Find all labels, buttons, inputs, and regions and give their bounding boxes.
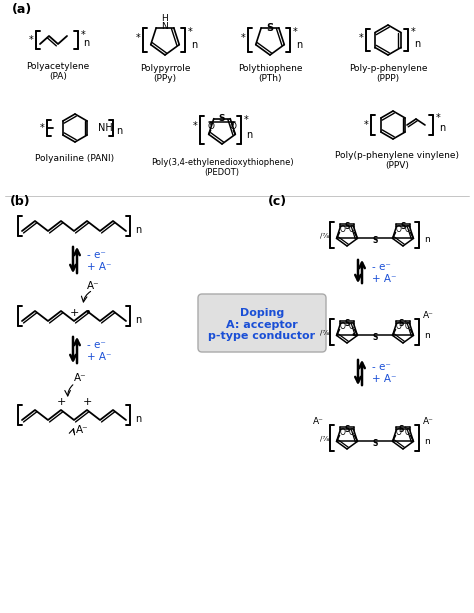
Text: A⁻: A⁻ — [73, 373, 86, 383]
Text: Polypyrrole
(PPy): Polypyrrole (PPy) — [140, 64, 190, 83]
Text: O: O — [396, 428, 401, 437]
Text: S: S — [344, 222, 350, 230]
Text: S⁺: S⁺ — [398, 425, 408, 433]
Text: H: H — [162, 14, 168, 23]
Text: +: + — [69, 308, 79, 318]
Text: O: O — [207, 122, 214, 131]
Text: *: * — [244, 115, 248, 125]
Text: ∕⅞: ∕⅞ — [320, 329, 329, 335]
Text: n: n — [135, 315, 141, 325]
Text: n: n — [246, 130, 252, 140]
Text: Polythiophene
(PTh): Polythiophene (PTh) — [238, 64, 302, 83]
Text: +: + — [82, 397, 91, 407]
FancyBboxPatch shape — [198, 294, 326, 352]
Text: - e⁻: - e⁻ — [372, 362, 391, 373]
Text: - e⁻: - e⁻ — [372, 262, 391, 272]
Text: N: N — [162, 22, 168, 31]
Text: n: n — [191, 40, 197, 50]
Text: n: n — [296, 40, 302, 50]
Text: S: S — [344, 425, 350, 433]
Text: ∕⅞: ∕⅞ — [320, 435, 329, 441]
Text: (c): (c) — [268, 196, 287, 208]
Text: Polyaniline (PANI): Polyaniline (PANI) — [36, 154, 115, 163]
Text: *: * — [410, 27, 415, 37]
Text: - e⁻: - e⁻ — [87, 340, 106, 350]
Text: *: * — [192, 121, 197, 131]
Text: Doping
A: acceptor
p-type conductor: Doping A: acceptor p-type conductor — [209, 308, 316, 341]
Text: n: n — [83, 38, 89, 48]
Text: O: O — [348, 428, 355, 437]
Text: •: • — [85, 307, 91, 317]
Text: O: O — [339, 428, 346, 437]
Text: S: S — [401, 222, 406, 230]
Text: + A⁻: + A⁻ — [87, 352, 111, 362]
Text: O: O — [404, 225, 410, 234]
Text: A⁻: A⁻ — [422, 311, 433, 321]
Text: (a): (a) — [12, 4, 32, 17]
Text: A⁻: A⁻ — [422, 417, 433, 427]
Text: O: O — [404, 428, 410, 437]
Text: A⁻: A⁻ — [312, 417, 323, 427]
Text: n: n — [424, 235, 430, 243]
Text: Poly-p-phenylene
(PPP): Poly-p-phenylene (PPP) — [349, 64, 427, 83]
Text: O: O — [404, 322, 410, 331]
Text: S⁺: S⁺ — [398, 319, 408, 327]
Text: *: * — [241, 33, 246, 43]
Text: *: * — [359, 33, 364, 43]
Text: *: * — [40, 123, 45, 133]
Text: NH: NH — [98, 123, 113, 133]
Text: Poly(3,4-ethylenedioxythiophene)
(PEDOT): Poly(3,4-ethylenedioxythiophene) (PEDOT) — [151, 158, 293, 177]
Text: + A⁻: + A⁻ — [372, 273, 396, 283]
Text: O: O — [348, 322, 355, 331]
Text: S: S — [372, 236, 378, 245]
Text: (b): (b) — [10, 196, 31, 208]
Text: S: S — [372, 439, 378, 448]
Text: S: S — [266, 23, 273, 33]
Text: *: * — [188, 27, 192, 37]
Text: + A⁻: + A⁻ — [87, 262, 111, 272]
Text: n: n — [424, 332, 430, 340]
Text: S: S — [219, 114, 225, 123]
Text: O: O — [339, 225, 346, 234]
Text: n: n — [414, 39, 420, 49]
Text: + A⁻: + A⁻ — [372, 375, 396, 384]
Text: O: O — [396, 322, 401, 331]
Text: Poly(p-phenylene vinylene)
(PPV): Poly(p-phenylene vinylene) (PPV) — [335, 151, 459, 170]
Text: A⁻: A⁻ — [87, 281, 100, 291]
Text: +: + — [56, 397, 66, 407]
Text: •: • — [351, 330, 356, 340]
Text: - e⁻: - e⁻ — [87, 250, 106, 260]
Text: ∕⅞: ∕⅞ — [320, 232, 329, 238]
Text: Polyacetylene
(PA): Polyacetylene (PA) — [27, 62, 90, 82]
Text: *: * — [436, 113, 440, 123]
Text: n: n — [439, 123, 445, 133]
Text: O: O — [348, 225, 355, 234]
Text: O: O — [339, 322, 346, 331]
Text: *: * — [136, 33, 140, 43]
Text: n: n — [135, 225, 141, 235]
Text: A⁻: A⁻ — [76, 425, 88, 435]
Text: *: * — [81, 30, 85, 40]
Text: n: n — [135, 414, 141, 424]
Text: O: O — [230, 122, 237, 131]
Text: n: n — [116, 126, 122, 136]
Text: *: * — [292, 27, 297, 37]
Text: *: * — [28, 35, 33, 45]
Text: S: S — [344, 319, 350, 327]
Text: S: S — [372, 333, 378, 342]
Text: n: n — [424, 438, 430, 446]
Text: O: O — [396, 225, 401, 234]
Text: *: * — [364, 120, 368, 130]
